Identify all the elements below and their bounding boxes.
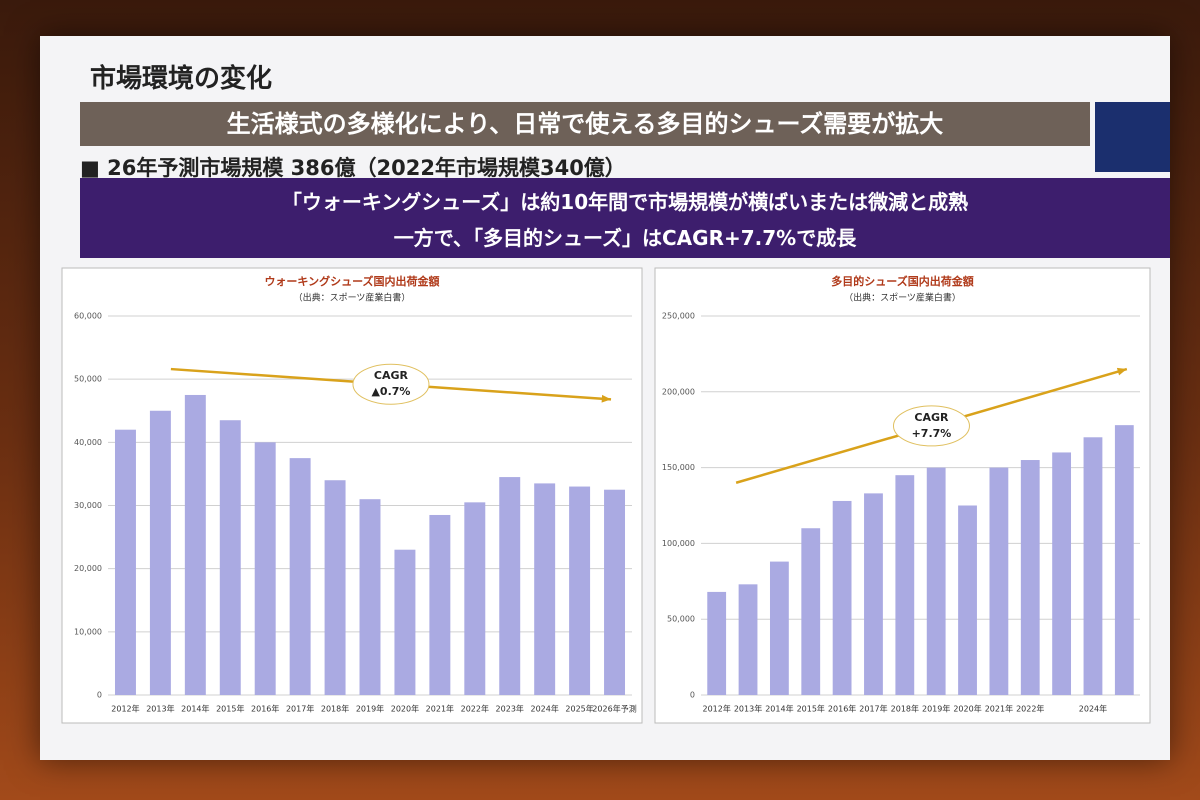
y-tick-label: 0	[97, 691, 102, 700]
bar	[604, 489, 626, 695]
bar	[1114, 425, 1134, 695]
bar	[254, 442, 276, 695]
headline: 生活様式の多様化により、日常で使える多目的シューズ需要が拡大	[80, 102, 1090, 146]
x-tick-label: 2022年	[461, 704, 489, 714]
callout	[352, 363, 430, 405]
bar	[707, 591, 727, 695]
x-tick-label: 2019年	[356, 704, 384, 714]
y-tick-label: 250,000	[662, 312, 695, 321]
bar	[1020, 460, 1040, 695]
bar	[289, 458, 311, 695]
message-line: 「ウォーキングシューズ」は約10年間で市場規模が横ばいまたは微減と成熟	[281, 190, 969, 214]
y-tick-label: 30,000	[74, 501, 102, 510]
y-tick-label: 100,000	[662, 539, 695, 548]
chart-subtitle: （出典：スポーツ産業白書）	[844, 292, 961, 304]
x-tick-label: 2016年	[251, 704, 279, 714]
bar	[738, 584, 758, 695]
x-tick-label: 2023年	[496, 704, 524, 714]
bar	[989, 467, 1009, 695]
x-tick-label: 2018年	[321, 704, 349, 714]
callout-value: ▲0.7%	[371, 385, 410, 398]
callout-label: CAGR	[374, 369, 409, 382]
bar	[926, 467, 946, 695]
x-tick-label: 2026年予測	[592, 704, 636, 714]
y-tick-label: 200,000	[662, 387, 695, 396]
x-tick-label: 2016年	[828, 704, 856, 714]
x-tick-label: 2020年	[953, 704, 981, 714]
bar	[864, 493, 883, 695]
y-tick-label: 150,000	[662, 463, 695, 472]
bar	[1052, 452, 1072, 695]
message-line: 一方で、「多目的シューズ」はCAGR+7.7%で成長	[393, 226, 857, 250]
x-tick-label: 2012年	[702, 704, 730, 714]
bar	[184, 394, 206, 695]
x-tick-label: 2015年	[797, 704, 825, 714]
x-tick-label: 2024年	[530, 704, 558, 714]
bar	[219, 420, 241, 695]
logo	[1095, 102, 1170, 172]
chart-title: 多目的シューズ国内出荷金額	[831, 274, 973, 288]
chart-title: ウォーキングシューズ国内出荷金額	[264, 274, 439, 288]
slide-title: 市場環境の変化	[90, 64, 273, 94]
x-tick-label: 2017年	[859, 704, 887, 714]
bar	[499, 477, 521, 695]
bar	[324, 480, 346, 695]
x-tick-label: 2018年	[891, 704, 919, 714]
x-tick-label: 2022年	[1016, 704, 1044, 714]
bar	[429, 514, 451, 695]
y-tick-label: 0	[690, 691, 695, 700]
arrow-head	[601, 394, 612, 403]
x-tick-label: 2015年	[216, 704, 244, 714]
y-tick-label: 50,000	[667, 615, 695, 624]
x-tick-label: 2014年	[181, 704, 209, 714]
chart-subtitle: （出典：スポーツ産業白書）	[294, 292, 411, 304]
bar	[769, 561, 789, 695]
callout-label: CAGR	[914, 411, 949, 424]
bar	[1083, 437, 1103, 695]
x-tick-label: 2021年	[426, 704, 454, 714]
x-tick-label: 2013年	[734, 704, 762, 714]
x-tick-label: 2024年	[1079, 704, 1107, 714]
y-tick-label: 10,000	[74, 627, 102, 636]
y-tick-label: 60,000	[74, 312, 102, 321]
bar	[832, 500, 852, 695]
x-tick-label: 2021年	[985, 704, 1013, 714]
x-tick-label: 2017年	[286, 704, 314, 714]
callout-value: +7.7%	[912, 427, 952, 440]
bar	[534, 483, 556, 695]
bar	[801, 528, 821, 695]
bar	[958, 505, 977, 695]
message-band: 「ウォーキングシューズ」は約10年間で市場規模が横ばいまたは微減と成熟 一方で、…	[80, 178, 1170, 258]
bar	[394, 549, 416, 695]
bar	[149, 410, 171, 695]
bar	[895, 475, 915, 695]
x-tick-label: 2014年	[765, 704, 793, 714]
x-tick-label: 2013年	[146, 704, 174, 714]
arrow-head	[1116, 367, 1127, 376]
bar	[569, 486, 591, 695]
x-tick-label: 2025年	[565, 704, 593, 714]
y-tick-label: 20,000	[74, 564, 102, 573]
y-tick-label: 50,000	[74, 375, 102, 384]
y-tick-label: 40,000	[74, 438, 102, 447]
bar	[114, 429, 136, 695]
bar	[359, 499, 381, 695]
x-tick-label: 2020年	[391, 704, 419, 714]
callout	[892, 405, 970, 447]
bar	[464, 502, 486, 695]
x-tick-label: 2012年	[111, 704, 139, 714]
x-tick-label: 2019年	[922, 704, 950, 714]
bullet: ■ 26年予測市場規模 386億（2022年市場規模340億）	[80, 156, 626, 180]
